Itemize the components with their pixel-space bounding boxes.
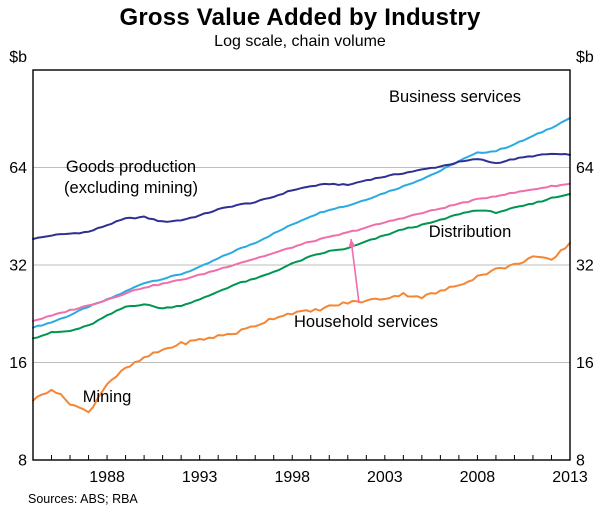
axis-unit-right: $b [576,49,594,66]
y-tick-label-right: 16 [576,355,594,372]
y-tick-label-right: 64 [576,160,594,177]
sources-note: Sources: ABS; RBA [28,492,138,506]
y-tick-label-right: 32 [576,258,594,275]
series-line-business-services [32,116,571,329]
y-tick-label-left: 64 [9,160,27,177]
chart-title: Gross Value Added by Industry [119,4,481,31]
x-tick-label: 1988 [89,469,125,486]
plot-border [32,69,571,461]
series-line-household-services [32,182,571,322]
chart-subtitle: Log scale, chain volume [214,33,386,50]
x-tick-label: 2003 [367,469,403,486]
y-tick-label-right: 8 [576,453,585,470]
y-tick-label-left: 16 [9,355,27,372]
series-line-goods-production-excluding-mining [32,152,571,240]
series-label-goods-production-excluding-mining: Goods production (excluding mining) [64,158,198,197]
y-tick-label-left: 32 [9,258,27,275]
series-label-mining: Mining [83,388,132,406]
series-line-mining [32,241,571,414]
annotation-arrow-line [350,238,360,304]
y-tick-label-left: 8 [18,453,27,470]
series-label-household-services: Household services [294,313,438,331]
chart-canvas: 8 8 16 16 32 32 64 64 $b $b 1988 1993 1998 2003 2008 20… [9,49,594,486]
x-tick-label: 2008 [460,469,496,486]
x-tick-label: 1993 [182,469,218,486]
series-label-business-services: Business services [389,88,521,106]
annotation-arrow-head [348,239,356,248]
x-tick-label: 2013 [552,469,588,486]
axis-unit-left: $b [9,49,27,66]
series-line-distribution [32,193,571,340]
series-label-distribution: Distribution [429,223,512,241]
x-tick-label: 1998 [274,469,310,486]
